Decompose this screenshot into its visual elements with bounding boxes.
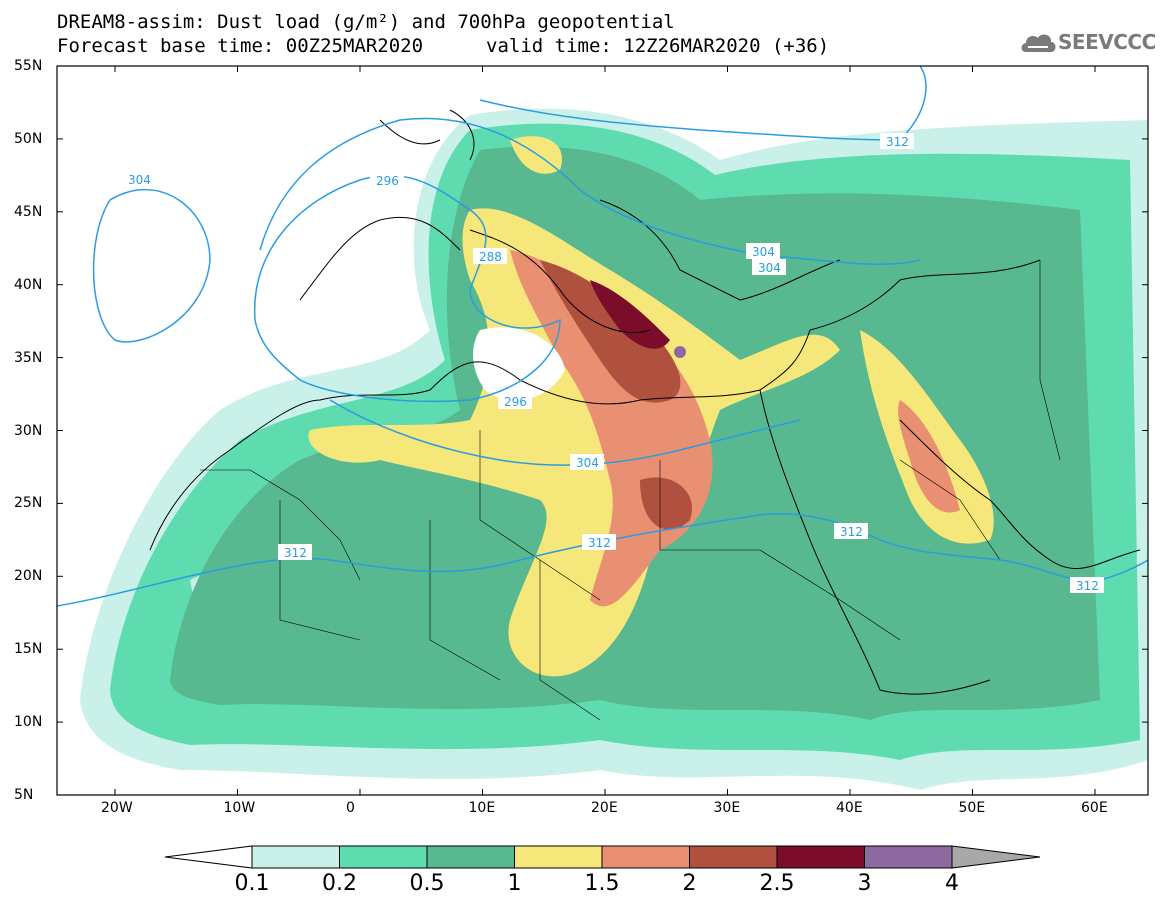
colorbar-high-arrow <box>951 845 1041 869</box>
dust-field-2.0 <box>540 260 681 403</box>
longitude-label: 30E <box>713 800 741 816</box>
latitude-label: 15N <box>14 641 43 658</box>
map-title: DREAM8-assim: Dust load (g/m²) and 700hP… <box>57 11 675 33</box>
longitude-label: 60E <box>1081 800 1108 816</box>
latitude-label: 50N <box>14 130 43 147</box>
contour-label: 296 <box>504 395 527 409</box>
colorbar-swatch <box>601 845 690 869</box>
latitude-label: 40N <box>14 276 43 293</box>
contour-label: 304 <box>752 245 775 259</box>
longitude-label: 20W <box>101 800 133 816</box>
colorbar-swatch <box>514 845 603 869</box>
logo-text: SEEVCCC <box>1058 30 1156 54</box>
forecast-base-time: Forecast base time: 00Z25MAR2020 <box>57 35 424 57</box>
colorbar <box>164 845 1041 869</box>
borders <box>200 260 1061 721</box>
dust-field-2.5 <box>590 280 670 349</box>
latitude-label: 55N <box>14 58 43 74</box>
contour-label: 288 <box>479 250 502 264</box>
latitude-label: 20N <box>14 568 43 585</box>
colorbar-swatch <box>689 845 778 869</box>
contour-label: 312 <box>284 546 307 560</box>
coastlines <box>149 109 1141 695</box>
longitude-label: 0 <box>346 800 355 816</box>
dust-field-1.0 <box>308 208 841 677</box>
map-area <box>57 66 1148 795</box>
colorbar-low-arrow <box>164 845 253 869</box>
contour-label: 304 <box>576 456 599 470</box>
colorbar-label: 2 <box>682 871 697 896</box>
latitude-label: 25N <box>14 495 43 512</box>
colorbar-swatch <box>864 845 953 869</box>
valid-time: valid time: 12Z26MAR2020 (+36) <box>486 35 830 57</box>
contour-label: 312 <box>840 525 863 539</box>
colorbar-swatch <box>251 845 340 869</box>
colorbar-label: 0.1 <box>234 871 270 896</box>
geopotential-contours <box>57 66 1148 607</box>
colorbar-label: 1.5 <box>584 871 620 896</box>
latitude-label: 30N <box>14 422 43 439</box>
contour-label: 296 <box>376 174 399 188</box>
colorbar-label: 0.5 <box>409 871 445 896</box>
latitude-label: 45N <box>14 203 43 220</box>
latitude-label: 35N <box>14 349 43 366</box>
cloud-icon <box>1021 34 1056 52</box>
contour-label: 304 <box>128 173 151 187</box>
colorbar-label: 1 <box>507 871 522 896</box>
contour-label: 304 <box>758 261 781 275</box>
colorbar-label: 3 <box>857 871 872 896</box>
colorbar-swatch <box>776 845 865 869</box>
contour-label: 312 <box>886 135 909 149</box>
longitude-label: 50E <box>958 800 986 816</box>
contour-label: 312 <box>1076 579 1099 593</box>
colorbar-label: 2.5 <box>759 871 795 896</box>
dust-field-4 <box>674 346 686 358</box>
seevccc-logo: SEEVCCC <box>1018 26 1158 60</box>
longitude-label: 40E <box>836 800 863 816</box>
colorbar-label: 0.2 <box>322 871 357 896</box>
longitude-label: 10E <box>468 800 496 816</box>
colorbar-swatch <box>339 845 428 869</box>
colorbar-swatch <box>426 845 515 869</box>
contour-label: 312 <box>588 536 611 550</box>
longitude-label: 10W <box>223 800 256 816</box>
contour-labels: 304 296 312 288 296 304 304 312 312 312 … <box>122 133 1104 593</box>
longitude-label: 20E <box>591 800 618 816</box>
colorbar-label: 4 <box>945 871 959 896</box>
latitude-label: 10N <box>14 714 43 731</box>
latitude-label: 5N <box>14 787 34 803</box>
